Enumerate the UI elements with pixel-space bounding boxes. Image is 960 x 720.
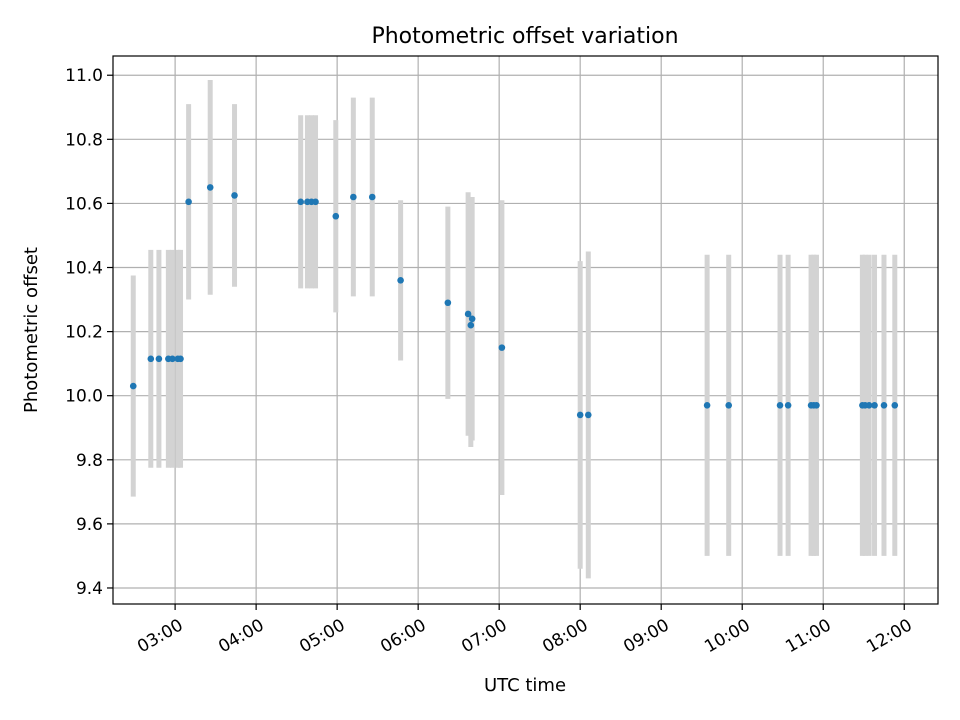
data-points	[129, 184, 899, 419]
x-tick-label: 10:00	[701, 615, 753, 657]
data-point	[206, 184, 214, 191]
error-bars	[130, 80, 898, 579]
data-point	[498, 344, 506, 351]
y-tick-label: 9.6	[76, 515, 103, 535]
data-point	[155, 355, 163, 363]
data-point	[703, 402, 711, 409]
y-tick-label: 11.0	[65, 66, 103, 86]
y-tick-label: 9.4	[76, 579, 103, 599]
data-point	[865, 402, 873, 409]
y-axis-ticks: 9.4 9.6 9.8 10.0 10.2 10.4 10.6 10.8 11.0	[65, 66, 113, 599]
data-point	[468, 315, 476, 323]
y-tick-label: 10.6	[65, 194, 103, 214]
data-point	[776, 402, 784, 409]
data-point	[147, 355, 155, 363]
y-tick-label: 10.4	[65, 259, 103, 279]
x-axis-ticks: 03:00 04:00 05:00 06:00 07:00 08:00 09:00 10:00…	[134, 604, 916, 657]
data-point	[725, 402, 733, 409]
data-point	[332, 212, 340, 220]
data-point	[584, 411, 592, 419]
x-tick-label: 05:00	[296, 615, 348, 657]
data-point	[129, 382, 137, 390]
x-tick-label: 08:00	[539, 615, 591, 657]
y-axis-label: Photometric offset	[21, 247, 42, 413]
x-tick-label: 04:00	[215, 615, 267, 657]
data-point	[576, 411, 584, 419]
x-axis-label: UTC time	[484, 675, 566, 696]
y-tick-label: 10.0	[65, 387, 103, 407]
data-point	[297, 198, 304, 206]
chart-title: Photometric offset variation	[371, 24, 678, 49]
data-point	[169, 355, 176, 363]
x-tick-label: 07:00	[458, 615, 510, 657]
data-point	[871, 402, 878, 409]
data-point	[231, 192, 238, 199]
data-point	[813, 402, 820, 409]
data-point	[312, 198, 319, 206]
data-point	[891, 402, 899, 409]
data-point	[368, 193, 376, 201]
y-tick-label: 10.2	[65, 323, 103, 343]
data-point	[444, 299, 452, 307]
data-point	[784, 402, 792, 409]
data-point	[177, 355, 184, 363]
data-point	[880, 402, 888, 409]
data-point	[350, 193, 357, 201]
grid	[113, 56, 938, 604]
x-tick-label: 12:00	[863, 615, 915, 657]
x-tick-label: 09:00	[620, 615, 672, 657]
data-point	[397, 277, 404, 284]
x-tick-label: 03:00	[134, 615, 186, 657]
y-tick-label: 9.8	[76, 451, 103, 471]
y-tick-label: 10.8	[65, 130, 103, 150]
data-point	[467, 321, 475, 329]
x-tick-label: 06:00	[377, 615, 429, 657]
data-point	[185, 198, 192, 206]
x-tick-label: 11:00	[782, 615, 834, 657]
data-point	[464, 310, 472, 318]
plot-area-frame	[112, 55, 939, 605]
